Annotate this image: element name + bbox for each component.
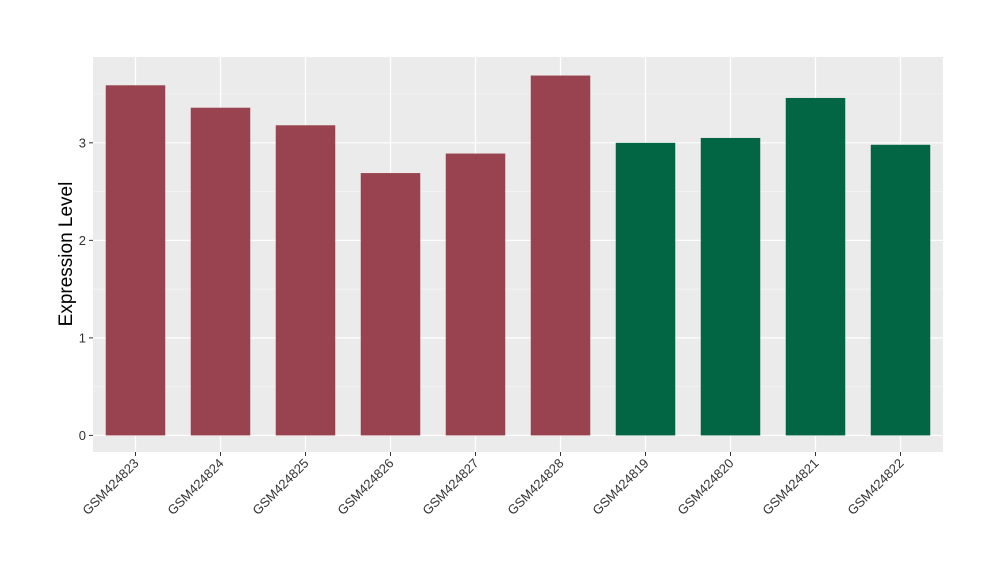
bars (105, 75, 931, 436)
bar (445, 153, 506, 436)
x-tick-label: GSM424819 (589, 456, 651, 518)
bar (105, 85, 166, 436)
bar (530, 75, 591, 436)
x-axis: GSM424823 GSM424824 GSM424825 GSM424826 GSM4… (79, 452, 907, 518)
x-tick-label: GSM424823 (79, 456, 141, 518)
y-tick-label: 1 (79, 330, 86, 345)
bar (785, 97, 846, 436)
bar (700, 137, 761, 436)
x-tick-label: GSM424820 (674, 456, 736, 518)
bar (190, 107, 251, 436)
y-tick-label: 2 (79, 233, 86, 248)
x-tick-label: GSM424828 (504, 456, 566, 518)
y-tick-label: 0 (79, 428, 86, 443)
x-tick-label: GSM424824 (164, 456, 226, 518)
bar (360, 173, 421, 436)
bar (870, 144, 931, 436)
bar (275, 125, 336, 436)
x-tick-label: GSM424825 (249, 456, 311, 518)
bar (615, 142, 676, 436)
x-tick-label: GSM424827 (419, 456, 481, 518)
x-tick-label: GSM424822 (844, 456, 906, 518)
y-tick-label: 3 (79, 135, 86, 150)
y-axis-title: Expression Level (56, 182, 77, 327)
y-axis: 0 1 2 3 (79, 135, 93, 443)
x-tick-label: GSM424821 (759, 456, 821, 518)
x-tick-label: GSM424826 (334, 456, 396, 518)
